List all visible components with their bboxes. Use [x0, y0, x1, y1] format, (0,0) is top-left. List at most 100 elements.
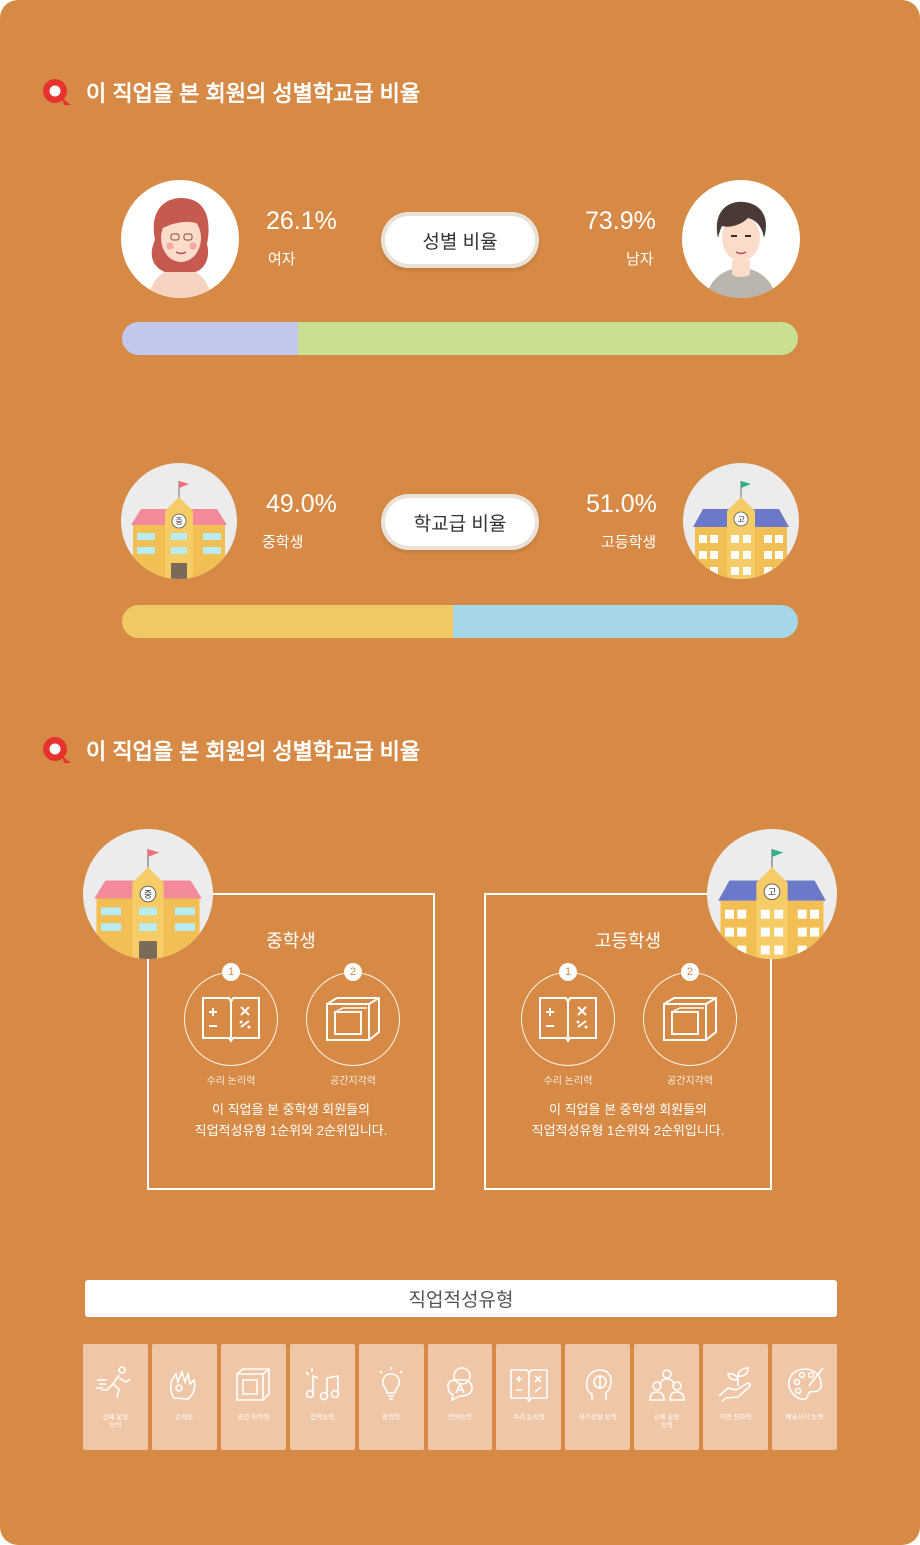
- rank-number: 2: [344, 963, 362, 981]
- tile-caption-line: 자연 친화력: [719, 1414, 752, 1421]
- tile-caption: 창의력: [379, 1414, 403, 1422]
- desc-line: 이 직업을 본 중학생 회원들의: [212, 1102, 370, 1117]
- aptitude-tile-art[interactable]: 예술시각 능력: [772, 1344, 837, 1450]
- aptitude-tile-physical[interactable]: 신체 운동 능력: [83, 1344, 148, 1450]
- female-label: 여자: [268, 251, 296, 268]
- rank-caption: 수리 논리력: [543, 1076, 593, 1087]
- high-school-circle: 고: [683, 463, 799, 579]
- tile-caption-line: 신체 운동: [102, 1414, 129, 1421]
- high-school-big-circle: 고: [707, 829, 837, 959]
- math-book-icon: [202, 997, 260, 1043]
- aptitude-tile-language[interactable]: 언어능력: [427, 1344, 493, 1450]
- male-avatar: [682, 180, 800, 298]
- search-icon: [43, 79, 71, 105]
- middle-percent: 49.0%: [266, 490, 337, 518]
- middle-badge-text: 중: [175, 517, 182, 526]
- aptitude-type-header: 직업적성유형: [85, 1280, 837, 1317]
- rank-caption: 공간지각력: [667, 1076, 713, 1087]
- aptitude-tile-nature[interactable]: 자연 친화력: [703, 1344, 769, 1450]
- aptitude-tile-math[interactable]: 수리 논리력: [496, 1344, 562, 1450]
- high-label: 고등학생: [601, 534, 657, 551]
- desc-line: 이 직업을 본 중학생 회원들의: [549, 1102, 707, 1117]
- middle-rank-2: 2 공간지각력: [305, 963, 401, 1087]
- aptitude-tile-interpersonal[interactable]: 신체 운동 능력: [634, 1344, 700, 1450]
- high-badge-text: 고: [768, 888, 776, 898]
- middle-label: 중학생: [262, 534, 304, 551]
- gender-ratio-pill: 성별 비율: [381, 212, 539, 268]
- high-school-building-icon: 고: [718, 849, 826, 959]
- tile-caption-line: 음악능력: [310, 1414, 335, 1421]
- high-school-building-icon: 고: [693, 481, 789, 579]
- middle-rank-box: 중학생 1 수리 논리력 2: [147, 893, 435, 1190]
- aptitude-tile-self-reflection[interactable]: 자기성찰 능력: [565, 1344, 631, 1450]
- aptitude-tiles: 신체 운동 능력 손재능 공간 지각력: [83, 1344, 837, 1450]
- section-title-2: 이 직업을 본 회원의 성별학교급 비율: [40, 734, 420, 766]
- plant-hand-icon: [718, 1367, 751, 1402]
- female-avatar: [121, 180, 239, 298]
- male-bar-segment: [298, 322, 798, 355]
- tile-caption: 공간 지각력: [234, 1414, 272, 1422]
- high-rank-description: 이 직업을 본 중학생 회원들의 직업적성유형 1순위와 2순위입니다.: [486, 1099, 770, 1141]
- tile-caption: 예술시각 능력: [783, 1414, 827, 1422]
- cube-frame-icon: [236, 1368, 271, 1401]
- middle-school-big-circle: 중: [83, 829, 213, 959]
- rank-number: 1: [559, 963, 577, 981]
- tile-caption-line: 능력: [109, 1422, 122, 1429]
- high-percent: 51.0%: [586, 490, 657, 518]
- tile-caption-line: 언어능력: [448, 1414, 472, 1421]
- hand-icon: [170, 1369, 196, 1400]
- high-rank-2: 2 공간지각력: [642, 963, 738, 1087]
- female-percent: 26.1%: [266, 207, 337, 235]
- tile-caption-line: 손재능: [175, 1414, 194, 1421]
- math-book-icon: [539, 997, 597, 1043]
- section-title-text: 이 직업을 본 회원의 성별학교급 비율: [86, 81, 421, 106]
- female-bar-segment: [122, 322, 299, 355]
- tile-caption-line: 자기성찰 능력: [578, 1414, 617, 1421]
- aptitude-tile-creativity[interactable]: 창의력: [358, 1344, 424, 1450]
- middle-rank-title: 중학생: [266, 931, 316, 951]
- cube-frame-icon: [663, 997, 717, 1041]
- aptitude-tile-music[interactable]: 음악능력: [289, 1344, 355, 1450]
- high-rank-title: 고등학생: [594, 931, 662, 951]
- head-icon: [585, 1369, 612, 1400]
- section-title: 이 직업을 본 회원의 성별학교급 비율: [40, 76, 420, 108]
- tile-caption: 음악능력: [307, 1414, 337, 1422]
- male-label: 남자: [626, 251, 654, 268]
- tile-caption-line: 수리 논리력: [513, 1414, 545, 1421]
- rank-number: 1: [222, 963, 240, 981]
- music-notes-icon: [305, 1368, 340, 1401]
- rank-ring: [521, 972, 615, 1066]
- high-rank-box: 고등학생 1 수리 논리력 2: [484, 893, 772, 1190]
- search-icon: [43, 737, 71, 763]
- tile-caption: 수리 논리력: [510, 1414, 548, 1422]
- middle-school-building-icon: 중: [94, 849, 202, 959]
- tile-caption: 자연 친화력: [717, 1414, 755, 1422]
- middle-school-circle: 중: [121, 463, 237, 579]
- tile-caption-line: 신체 운동: [653, 1414, 680, 1421]
- cube-frame-icon: [326, 997, 380, 1041]
- tile-caption-line: 능력: [660, 1422, 673, 1429]
- middle-school-building-icon: 중: [131, 481, 227, 579]
- rank-ring: [643, 972, 737, 1066]
- aptitude-tile-spatial[interactable]: 공간 지각력: [220, 1344, 286, 1450]
- math-book-icon: [510, 1369, 548, 1403]
- desc-line: 직업적성유형 1순위와 2순위입니다.: [194, 1123, 388, 1138]
- rank-number: 2: [681, 963, 699, 981]
- high-bar-segment: [453, 605, 798, 638]
- desc-line: 직업적성유형 1순위와 2순위입니다.: [531, 1123, 725, 1138]
- tile-caption: 언어능력: [445, 1414, 475, 1422]
- tile-caption-line: 창의력: [382, 1414, 401, 1421]
- school-ratio-bar: [122, 605, 798, 638]
- tile-caption: 손재능: [172, 1414, 196, 1422]
- middle-rank-1: 1 수리 논리력: [183, 963, 279, 1087]
- tile-caption-line: 예술시각 능력: [785, 1414, 824, 1421]
- male-face-icon: [706, 201, 776, 298]
- tile-caption: 신체 운동 능력: [100, 1414, 132, 1430]
- rank-ring: [184, 972, 278, 1066]
- section-title-text: 이 직업을 본 회원의 성별학교급 비율: [86, 739, 421, 764]
- language-icon: [447, 1367, 473, 1402]
- gender-ratio-bar: [122, 322, 798, 355]
- aptitude-tile-hand-skill[interactable]: 손재능: [151, 1344, 217, 1450]
- high-badge-text: 고: [737, 515, 744, 524]
